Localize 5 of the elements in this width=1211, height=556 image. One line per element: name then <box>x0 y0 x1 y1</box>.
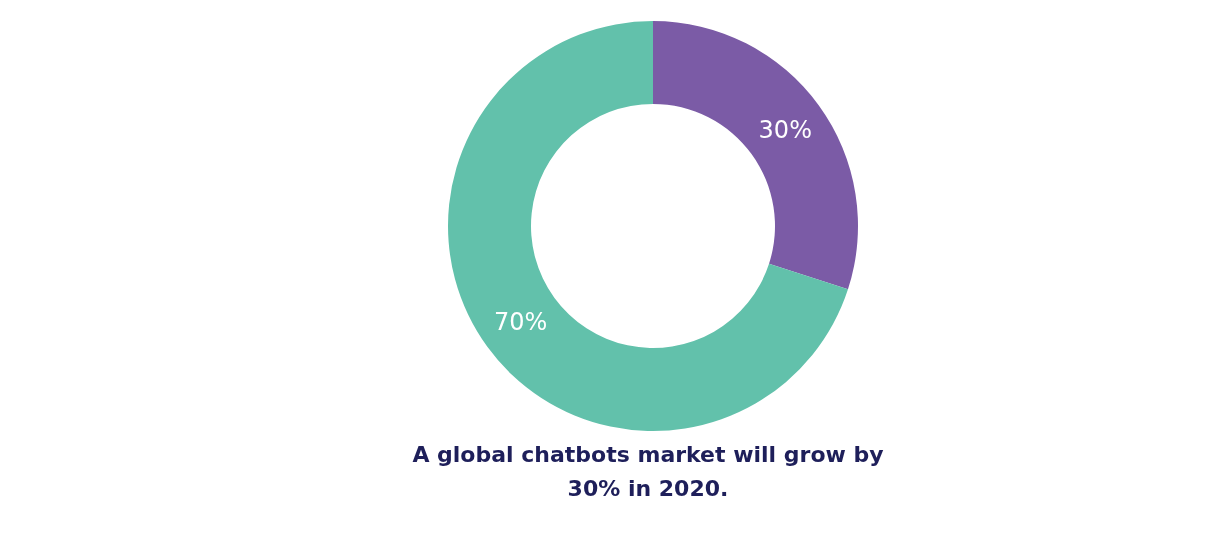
data-label: 70% <box>494 308 548 337</box>
donut-slice <box>653 21 858 290</box>
donut-slice <box>448 21 848 431</box>
text: A global chatbots market will grow by 30% in 2020. <box>411 441 885 503</box>
data-label: 30% <box>758 115 812 144</box>
